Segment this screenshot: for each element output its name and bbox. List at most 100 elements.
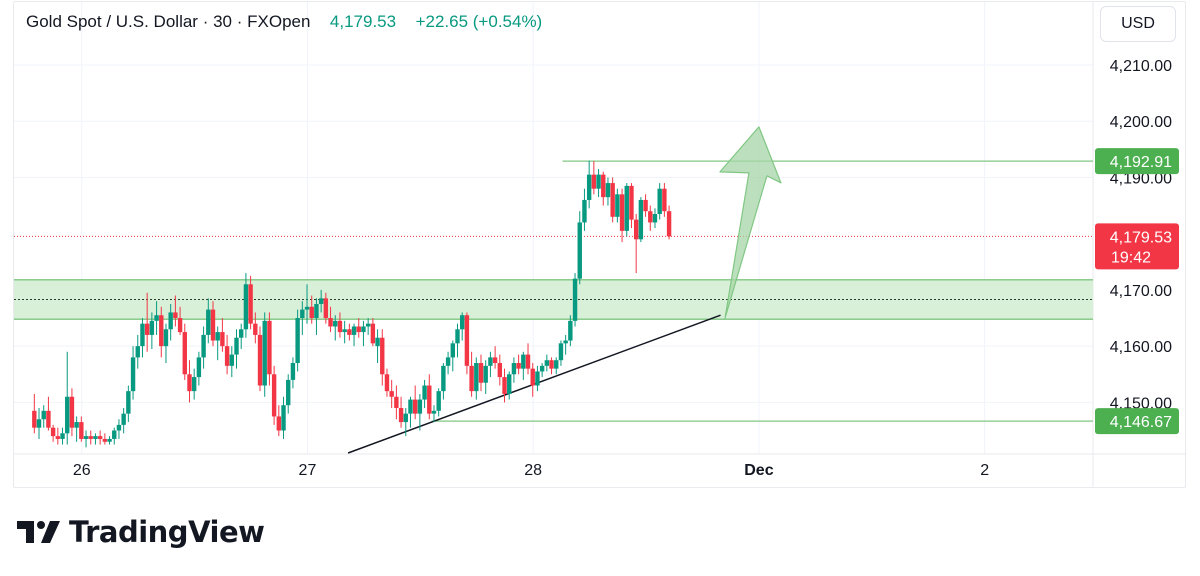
candle-body bbox=[568, 320, 573, 341]
candle-body bbox=[337, 320, 343, 333]
symbol-name[interactable]: Gold Spot / U.S. Dollar bbox=[26, 12, 198, 31]
candle-body bbox=[577, 222, 582, 279]
candle-body bbox=[196, 357, 202, 378]
candle-body bbox=[215, 332, 220, 341]
chart-frame[interactable] bbox=[13, 1, 1186, 488]
candle-body bbox=[126, 391, 131, 414]
candle-body bbox=[394, 396, 399, 409]
candle-body bbox=[248, 284, 253, 324]
candle-body bbox=[436, 391, 441, 411]
candle-body bbox=[619, 194, 625, 231]
candle-body bbox=[441, 365, 446, 392]
candle-body bbox=[173, 312, 178, 319]
candle-body bbox=[657, 188, 662, 215]
candle-body bbox=[417, 399, 423, 414]
candle-body bbox=[643, 199, 648, 212]
candle-body bbox=[239, 329, 244, 338]
candle-body bbox=[144, 323, 150, 335]
candle-body bbox=[459, 315, 465, 330]
price-tick-label: 4,170.00 bbox=[1110, 283, 1172, 300]
candle-body bbox=[389, 391, 394, 397]
candle-body bbox=[347, 329, 352, 335]
candle-body bbox=[154, 315, 159, 321]
candle-body bbox=[629, 185, 634, 220]
candle-body bbox=[596, 174, 601, 189]
candle-body bbox=[102, 438, 108, 442]
candle-body bbox=[182, 332, 187, 375]
candle-body bbox=[586, 174, 592, 200]
candle-body bbox=[652, 214, 658, 223]
candle-body bbox=[234, 337, 239, 355]
candle-body bbox=[445, 357, 451, 366]
candle-body bbox=[539, 365, 545, 372]
candle-body bbox=[478, 363, 484, 383]
candle-body bbox=[333, 320, 338, 327]
candle-body bbox=[159, 315, 164, 347]
candle-body bbox=[97, 436, 103, 439]
candle-body bbox=[648, 211, 653, 223]
tradingview-logo[interactable]: TradingView bbox=[17, 515, 265, 549]
candle-body bbox=[422, 385, 427, 400]
candle-body bbox=[163, 329, 169, 347]
candle-body bbox=[535, 371, 540, 386]
candle-body bbox=[474, 363, 479, 392]
candle-body bbox=[300, 309, 305, 319]
candle-body bbox=[220, 332, 225, 347]
candle-body bbox=[427, 385, 432, 414]
candle-body bbox=[253, 323, 258, 335]
candle-body bbox=[464, 315, 470, 366]
interval-label[interactable]: 30 bbox=[213, 12, 233, 31]
candle-body bbox=[65, 396, 70, 434]
price-badge-countdown: 19:42 bbox=[1111, 249, 1151, 266]
candle-body bbox=[408, 399, 413, 414]
candle-body bbox=[342, 329, 347, 333]
candle-body bbox=[544, 360, 550, 366]
price-badge-label: 4,146.67 bbox=[1110, 414, 1172, 431]
tradingview-logo-text: TradingView bbox=[69, 515, 265, 549]
price-badge bbox=[1095, 223, 1179, 270]
candle-body bbox=[74, 422, 79, 428]
candle-body bbox=[295, 318, 300, 364]
candle-body bbox=[93, 436, 98, 439]
candle-body bbox=[483, 365, 488, 383]
candle-body bbox=[121, 413, 126, 425]
support-zone bbox=[14, 279, 1093, 320]
candle-body bbox=[370, 323, 376, 344]
candle-body bbox=[412, 399, 418, 414]
currency-button[interactable]: USD bbox=[1100, 6, 1176, 42]
candle-body bbox=[563, 340, 568, 344]
price-badge bbox=[1095, 408, 1179, 435]
candle-body bbox=[610, 183, 615, 217]
plot-area bbox=[14, 126, 1093, 454]
candle-body bbox=[107, 438, 112, 442]
candle-body bbox=[351, 326, 357, 335]
candle-body bbox=[267, 320, 272, 375]
candle-body bbox=[318, 298, 324, 304]
candle-body bbox=[304, 306, 310, 310]
price-badge bbox=[1095, 148, 1179, 175]
candle-body bbox=[365, 323, 371, 327]
candle-body bbox=[271, 374, 277, 417]
candle-body bbox=[210, 309, 216, 341]
candle-body bbox=[356, 326, 361, 333]
candle-body bbox=[187, 374, 192, 392]
candle-body bbox=[276, 416, 282, 431]
time-tick-label: 28 bbox=[524, 462, 542, 479]
candle-body bbox=[50, 427, 56, 437]
candle-body bbox=[615, 194, 620, 217]
candle-body bbox=[605, 183, 611, 198]
candle-body bbox=[116, 424, 122, 431]
candle-body bbox=[554, 360, 559, 369]
candle-body bbox=[130, 357, 136, 392]
candle-body bbox=[309, 306, 314, 319]
candle-body bbox=[201, 334, 206, 358]
candle-body bbox=[191, 377, 197, 392]
candle-body bbox=[582, 199, 587, 223]
symbol-header[interactable]: Gold Spot / U.S. Dollar · 30 · FXOpen 4,… bbox=[26, 12, 543, 31]
candle-body bbox=[290, 363, 296, 380]
candle-body bbox=[530, 368, 535, 386]
candle-body bbox=[361, 326, 366, 333]
candle-body bbox=[177, 318, 183, 333]
candle-body bbox=[375, 337, 380, 347]
